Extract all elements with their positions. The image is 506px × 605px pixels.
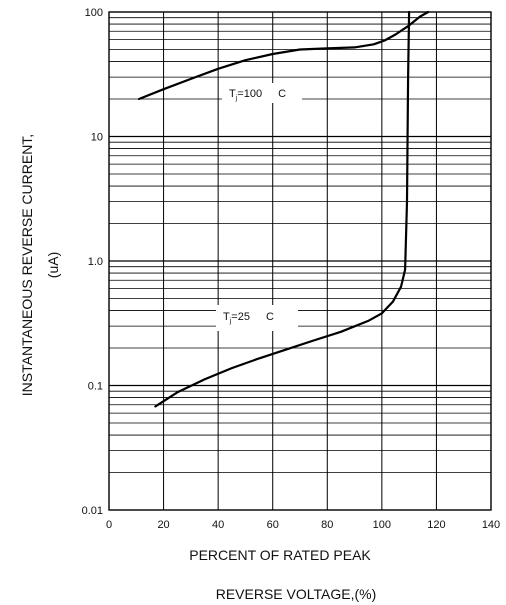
x-tick-label-3: 60 [267, 519, 279, 531]
plot-border [108, 11, 492, 511]
x-tick-label-6: 120 [427, 519, 445, 531]
y-axis-title: INSTANTANEOUS REVERSE CURRENT, (uA) [19, 134, 61, 396]
x-tick-label-4: 80 [321, 519, 333, 531]
y-tick-label-0: 0.01 [82, 505, 103, 517]
y-tick-label-2: 1.0 [88, 256, 103, 268]
x-tick-label-5: 100 [373, 519, 391, 531]
curve-label-0: Tj=100 C [229, 88, 286, 102]
curve-labels: Tj=100 C Tj=25 C [216, 83, 302, 331]
x-axis-title-line-1: PERCENT OF RATED PEAK [189, 547, 371, 563]
x-tick-label-1: 20 [157, 519, 169, 531]
tick-labels: 0 20 40 60 80 100 120 140 0.01 0.1 1.0 10 100 [82, 7, 501, 531]
grid [109, 12, 491, 510]
series [137, 10, 430, 408]
y-tick-label-1: 0.1 [88, 381, 103, 393]
x-tick-label-0: 0 [106, 519, 112, 531]
x-axis-title-line-2: REVERSE VOLTAGE,(%) [216, 586, 377, 602]
curve-label-1: Tj=25 C [223, 311, 274, 325]
x-tick-label-7: 140 [482, 519, 500, 531]
series-line-1 [154, 10, 411, 408]
y-tick-label-4: 100 [85, 7, 103, 19]
series-line-0 [137, 10, 430, 101]
y-axis-title-line-1: INSTANTANEOUS REVERSE CURRENT, [19, 134, 35, 396]
curve-label-bg-0 [222, 83, 302, 103]
y-axis-title-line-2: (uA) [45, 252, 61, 278]
curve-label-bg-1 [216, 305, 298, 331]
y-tick-label-3: 10 [91, 132, 103, 144]
x-tick-label-2: 40 [212, 519, 224, 531]
plot-frame [108, 11, 492, 511]
